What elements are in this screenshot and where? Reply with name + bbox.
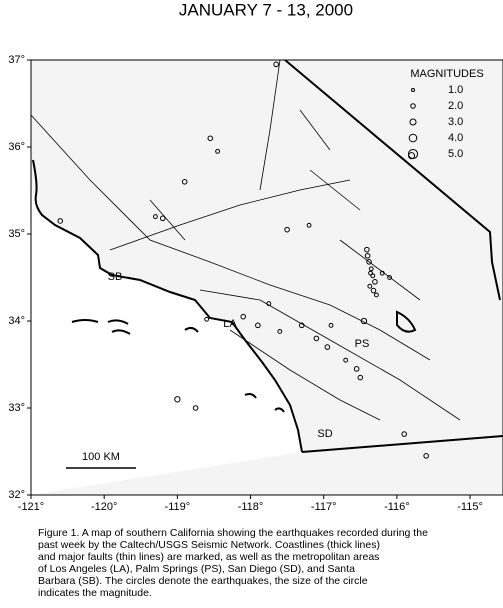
- x-tick-label: -116°: [384, 501, 410, 513]
- legend-label: 2.0: [448, 100, 463, 112]
- earthquake: [255, 322, 261, 329]
- earthquake: [204, 316, 210, 322]
- caption-line: and major faults (thin lines) are marked…: [38, 551, 379, 563]
- earthquake: [181, 179, 188, 185]
- x-tick-label: -119°: [165, 501, 191, 513]
- y-tick-label: 32°: [8, 489, 25, 501]
- legend-marker: [410, 87, 416, 93]
- place-label: LA: [223, 318, 237, 330]
- y-tick-label: 33°: [8, 402, 25, 414]
- earthquake: [57, 218, 64, 224]
- earthquake: [407, 152, 416, 160]
- earthquake: [273, 61, 279, 68]
- legend-label: 5.0: [448, 148, 463, 160]
- title: JANUARY 7 - 13, 2000: [179, 0, 353, 19]
- earthquake: [370, 287, 377, 294]
- earthquake: [401, 431, 408, 437]
- y-tick-label: 35°: [8, 228, 25, 240]
- earthquake: [298, 322, 305, 329]
- scale-label: 100 KM: [82, 451, 120, 463]
- earthquake: [373, 292, 379, 298]
- caption-line: of Los Angeles (LA), Palm Springs (PS), …: [38, 563, 355, 575]
- earthquake: [364, 246, 370, 253]
- x-tick-label: -118°: [238, 501, 264, 513]
- earthquake: [387, 275, 392, 280]
- earthquake: [324, 344, 331, 350]
- earthquake: [368, 270, 373, 276]
- legend-label: 4.0: [448, 132, 463, 144]
- earthquake: [174, 396, 181, 403]
- y-tick-label: 37°: [8, 54, 25, 66]
- earthquake: [353, 366, 360, 372]
- legend-title: MAGNITUDES: [410, 68, 483, 80]
- earthquake: [215, 148, 221, 154]
- legend-label: 3.0: [448, 116, 463, 128]
- x-tick-label: -115°: [457, 501, 483, 513]
- caption-line: Barbara (SB). The circles denote the ear…: [38, 575, 368, 587]
- x-tick-label: -117°: [311, 501, 337, 513]
- earthquake: [366, 259, 372, 265]
- earthquake: [284, 226, 290, 233]
- earthquake: [159, 215, 166, 222]
- coastline: [32, 59, 503, 453]
- earthquake: [266, 301, 272, 307]
- caption-line: indicates the magnitude.: [38, 587, 152, 599]
- earthquake: [360, 317, 368, 325]
- legend-label: 1.0: [448, 84, 463, 96]
- earthquake: [313, 335, 320, 342]
- ocean: [31, 60, 302, 495]
- earthquake: [364, 252, 371, 259]
- place-label: SD: [317, 428, 332, 440]
- x-tick-label: -121°: [18, 501, 44, 513]
- earthquake: [207, 135, 214, 142]
- map-area: 100 KM SB LA PS SD MAGNITUDES: [30, 59, 503, 495]
- earthquake: [367, 283, 373, 289]
- legend-marker: [409, 118, 417, 126]
- earthquake: [192, 405, 199, 411]
- earthquake: [343, 357, 349, 363]
- place-label: PS: [355, 338, 370, 350]
- y-tick-label: 34°: [8, 315, 25, 327]
- place-label: SB: [108, 271, 123, 283]
- caption-line: past week by the Caltech/USGS Seismic Ne…: [38, 539, 380, 551]
- earthquake: [368, 266, 374, 272]
- map-frame: [30, 59, 503, 496]
- faults: [30, 59, 461, 421]
- earthquake: [423, 453, 429, 459]
- legend-marker: [408, 133, 418, 143]
- x-tick-label: -120°: [91, 501, 117, 513]
- earthquake: [357, 374, 364, 381]
- legend-marker: [410, 103, 416, 109]
- earthquake: [152, 214, 158, 220]
- earthquake: [372, 279, 378, 285]
- y-tick-label: 36°: [8, 141, 25, 153]
- earthquake: [328, 322, 334, 328]
- earthquake: [379, 270, 385, 276]
- caption-line: Figure 1. A map of southern California s…: [38, 527, 428, 539]
- earthquake: [240, 313, 247, 320]
- earthquake: [306, 222, 312, 228]
- earthquake: [277, 329, 283, 334]
